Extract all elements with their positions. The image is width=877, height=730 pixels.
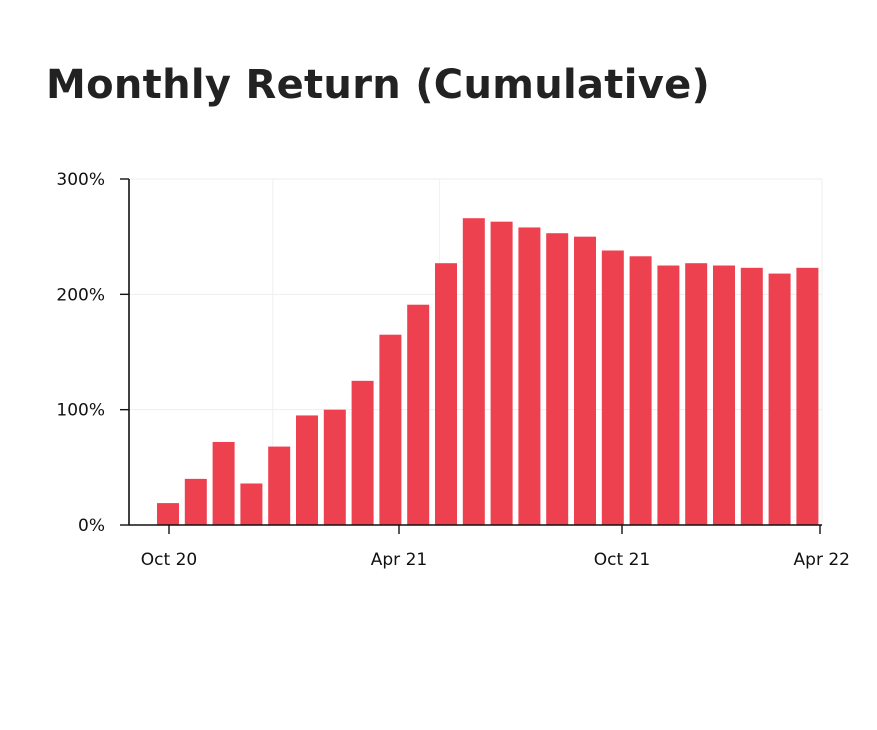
- y-tick-label: 0%: [78, 516, 105, 536]
- bar-2022-01: [574, 236, 596, 525]
- bar-2021-01: [240, 483, 263, 525]
- bar-2022-03: [629, 256, 652, 525]
- y-tick-label: 300%: [56, 170, 105, 190]
- bar-2020-12: [212, 441, 235, 525]
- x-tick-label: Apr 21: [371, 550, 427, 570]
- x-tick-label: Apr 22: [794, 550, 850, 570]
- x-tick-label: Oct 20: [141, 550, 197, 570]
- bar-2021-11: [518, 227, 541, 525]
- tick-labels: 0% 100% 200% 300% Oct 20 Apr 21 Oct 21 Apr 22: [56, 170, 850, 570]
- bar-2020-10: [157, 503, 179, 525]
- bar-2021-08: [435, 263, 457, 525]
- bar-2021-04: [323, 409, 346, 525]
- bars: [157, 218, 819, 526]
- bar-2021-07: [407, 304, 430, 525]
- bar-2022-09: [796, 267, 819, 525]
- y-tick-label: 100%: [56, 401, 105, 421]
- bar-2022-08: [768, 273, 791, 525]
- bar-2022-05: [685, 263, 708, 525]
- bar-2020-11: [184, 478, 207, 525]
- bar-2021-10: [490, 221, 513, 525]
- axes: [120, 178, 822, 534]
- bar-2021-06: [379, 334, 402, 525]
- bar-2022-02: [601, 250, 624, 526]
- bar-2021-09: [462, 218, 485, 526]
- bar-2022-04: [657, 265, 680, 525]
- bar-2021-03: [296, 415, 318, 525]
- x-tick-label: Oct 21: [594, 550, 650, 570]
- bar-2022-06: [713, 265, 735, 525]
- bar-2021-12: [546, 233, 569, 525]
- chart-title: Monthly Return (Cumulative): [46, 62, 711, 108]
- y-tick-label: 200%: [56, 285, 105, 305]
- bar-2021-02: [268, 446, 291, 525]
- bar-2021-05: [351, 380, 374, 525]
- bar-2022-07: [740, 267, 763, 525]
